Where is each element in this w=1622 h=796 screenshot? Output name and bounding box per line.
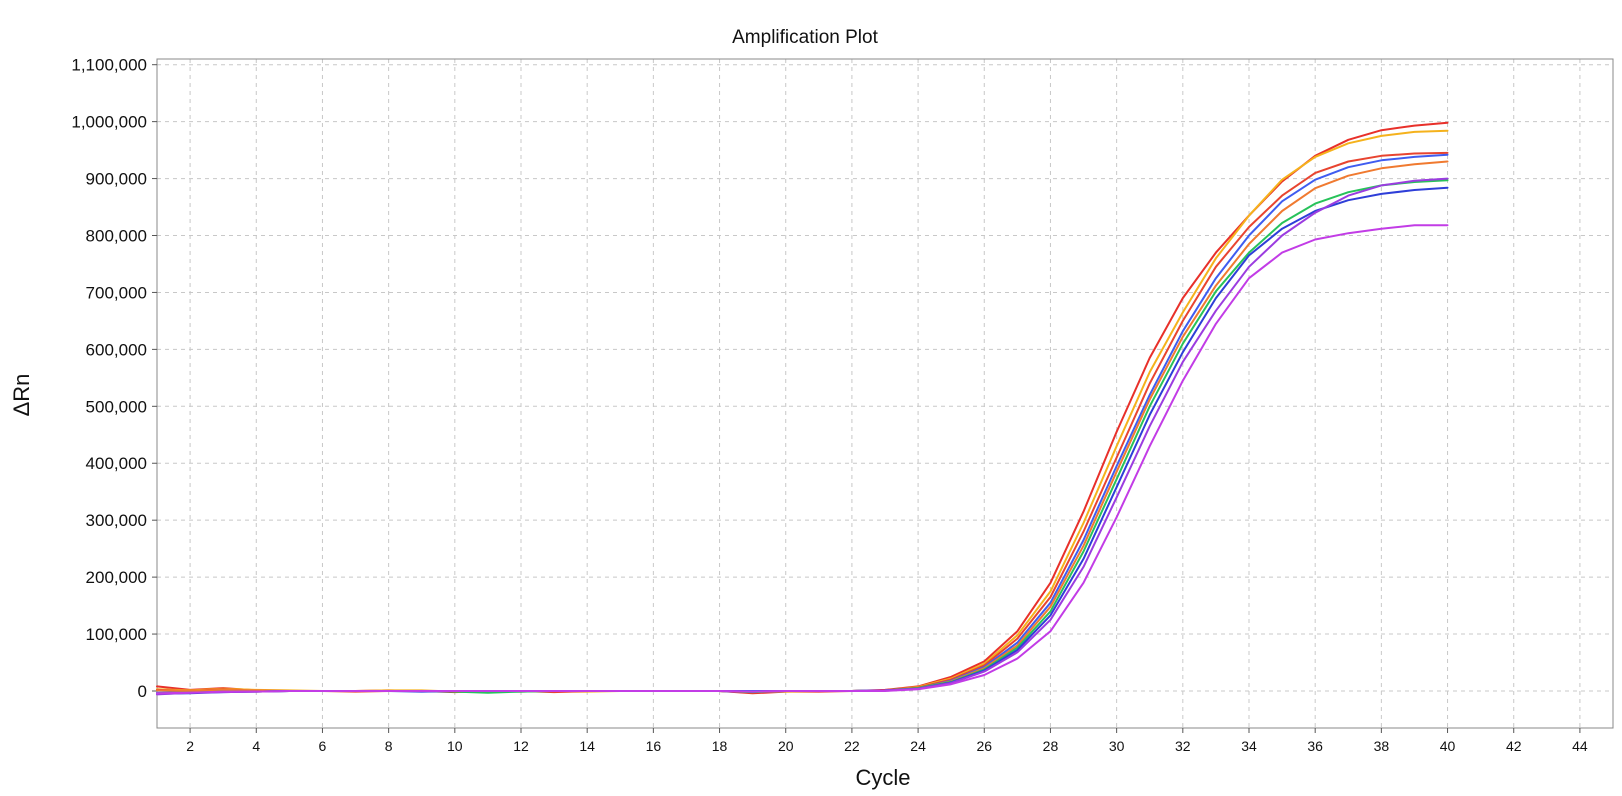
x-axis-label: Cycle <box>855 765 910 790</box>
x-tick-label: 6 <box>319 738 327 754</box>
x-tick-label: 12 <box>513 738 529 754</box>
x-tick-label: 34 <box>1241 738 1257 754</box>
y-tick-label: 0 <box>138 682 147 701</box>
x-axis-ticks: 2 4 6 8 10 12 14 16 18 20 22 24 26 28 30 32 34 36 38 40 42 44 <box>186 728 1588 754</box>
y-tick-label: 600,000 <box>86 340 147 359</box>
plot-frame <box>156 58 1614 729</box>
series-line-red-2 <box>156 151 1449 694</box>
x-tick-label: 42 <box>1506 738 1522 754</box>
x-tick-label: 32 <box>1175 738 1191 754</box>
x-tick-label: 10 <box>447 738 463 754</box>
y-axis-label: ΔRn <box>9 374 34 417</box>
series-line-orange-2 <box>156 160 1449 694</box>
x-tick-label: 36 <box>1307 738 1323 754</box>
y-tick-label: 1,000,000 <box>71 113 147 132</box>
series-line-green-1 <box>156 179 1449 695</box>
chart-title: Amplification Plot <box>732 27 878 48</box>
x-tick-label: 40 <box>1440 738 1456 754</box>
x-tick-label: 26 <box>976 738 992 754</box>
x-tick-label: 44 <box>1572 738 1588 754</box>
series-line-orange-1 <box>156 129 1449 694</box>
x-tick-label: 38 <box>1374 738 1390 754</box>
y-tick-label: 1,100,000 <box>71 56 147 75</box>
y-tick-label: 800,000 <box>86 227 147 246</box>
y-tick-label: 700,000 <box>86 283 147 302</box>
x-tick-label: 4 <box>252 738 260 754</box>
series-line-magenta-1 <box>156 224 1449 695</box>
x-tick-label: 22 <box>844 738 860 754</box>
x-tick-label: 18 <box>712 738 728 754</box>
x-tick-label: 30 <box>1109 738 1125 754</box>
x-tick-label: 2 <box>186 738 194 754</box>
x-tick-label: 24 <box>910 738 926 754</box>
grid-layer <box>157 59 1613 728</box>
series-layer <box>156 121 1449 696</box>
y-tick-label: 900,000 <box>86 170 147 189</box>
y-tick-label: 200,000 <box>86 568 147 587</box>
y-tick-label: 500,000 <box>86 397 147 416</box>
y-tick-label: 100,000 <box>86 625 147 644</box>
series-line-blue-2 <box>156 186 1449 695</box>
x-tick-label: 20 <box>778 738 794 754</box>
series-line-purple-1 <box>156 177 1449 696</box>
x-tick-label: 28 <box>1043 738 1059 754</box>
series-line-red-1 <box>156 121 1449 695</box>
x-tick-label: 14 <box>579 738 595 754</box>
y-axis-ticks: 0 100,000 200,000 300,000 400,000 500,000 600,… <box>71 56 157 701</box>
y-tick-label: 300,000 <box>86 511 147 530</box>
y-tick-label: 400,000 <box>86 454 147 473</box>
x-tick-label: 16 <box>646 738 662 754</box>
x-tick-label: 8 <box>385 738 393 754</box>
